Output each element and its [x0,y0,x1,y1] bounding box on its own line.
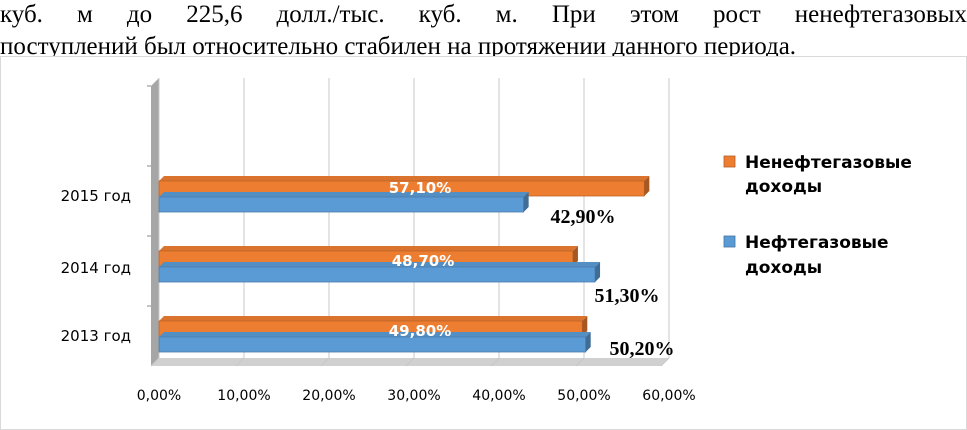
bar-top [159,316,588,321]
bar-top [159,332,591,337]
x-tick-label: 50,00% [557,388,610,404]
bar-top [159,192,529,197]
gridline-floor [575,357,585,367]
bar-end [582,316,588,336]
gridline-floor [660,357,670,367]
category-label: 2013 год [61,327,131,345]
data-label: 42,90% [551,206,616,228]
text-line-2: поступлений был относительно стабилен на… [0,33,797,60]
word: куб. [0,1,43,28]
bar-end [572,246,578,266]
chart-side-wall [151,78,159,366]
gridline-floor [150,357,160,367]
word: рост [713,1,761,28]
legend-label: Ненефтегазовые [745,153,912,173]
gridline-floor [490,357,500,367]
word: куб. [418,1,462,28]
legend-label: Нефтегазовые [745,233,889,253]
bar-top [159,176,650,181]
x-tick-label: 60,00% [642,388,695,404]
word: 225,6 [186,1,243,28]
data-label: 48,70% [392,252,454,270]
gridline-floor [235,357,245,367]
gridline-floor [320,357,330,367]
bar-top [159,262,601,267]
word: этом [629,1,679,28]
bar [158,196,525,213]
x-tick-label: 10,00% [217,388,270,404]
legend-swatch [723,155,736,168]
bar-end [644,176,650,196]
x-tick-label: 30,00% [387,388,440,404]
data-label: 51,30% [595,285,660,307]
legend-swatch [723,235,736,248]
x-tick-label: 0,00% [137,388,181,404]
x-tick-label: 20,00% [302,388,355,404]
chart-frame [0,56,967,430]
word: м [77,1,93,28]
data-label: 57,10% [389,179,451,197]
x-tick-label: 40,00% [472,388,525,404]
bar [158,336,587,353]
bar [158,266,596,283]
word: до [126,1,153,28]
data-label: 50,20% [610,338,675,360]
bar-end [585,332,591,352]
word: долл./тыс. [276,1,385,28]
gridline-floor [405,357,415,367]
word: м. [495,1,518,28]
word: ненефтегазовых [794,1,967,28]
category-label: 2015 год [61,187,131,205]
category-label: 2014 год [61,259,131,277]
legend-label: доходы [745,177,822,197]
bar-end [523,192,529,212]
text-line-1: куб. м до 225,6 долл./тыс. куб. м. При этом рост н… [0,0,967,30]
bar-end [595,262,601,282]
word: При [551,1,596,28]
bar-top [159,246,578,251]
legend-label: доходы [745,258,822,278]
data-label: 49,80% [389,322,451,340]
